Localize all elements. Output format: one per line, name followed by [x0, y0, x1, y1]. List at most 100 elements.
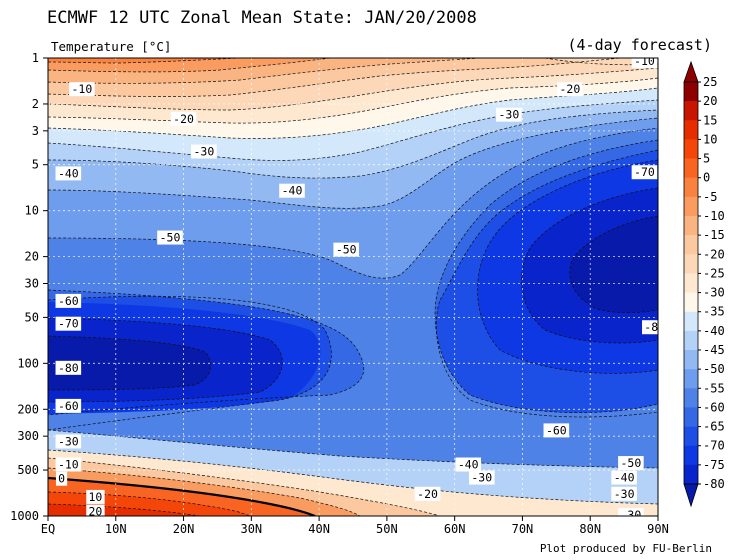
colorbar-label: 10 — [703, 132, 717, 146]
contour-label: -30 — [191, 144, 217, 159]
contour-label: -50 — [333, 242, 360, 257]
colorbar-label: -40 — [703, 324, 725, 338]
colorbar-segment — [684, 350, 698, 370]
colorbar-segment — [684, 445, 698, 466]
y-tick-label: 500 — [17, 463, 39, 477]
colorbar-label: -65 — [703, 420, 725, 434]
contour-label-box — [55, 434, 82, 449]
colorbar-label: -60 — [703, 400, 725, 414]
y-tick-label: 100 — [17, 356, 39, 370]
contour-label-text: -80 — [58, 361, 79, 375]
contour-label: -30 — [611, 486, 637, 501]
contour-label-text: -40 — [58, 166, 79, 180]
contour-label-text: -50 — [336, 243, 357, 257]
contour-label-text: -10 — [634, 54, 655, 68]
contour-label-box — [69, 82, 95, 97]
colorbar-segment — [684, 464, 698, 485]
colorbar-segment — [684, 82, 698, 102]
contour-label-box — [557, 82, 583, 97]
contour-label: -50 — [618, 456, 644, 471]
contour-label: -70 — [55, 316, 82, 331]
contour-label-text: -10 — [58, 458, 79, 472]
contour-label: -60 — [55, 398, 82, 413]
contour-label-text: 0 — [58, 472, 65, 486]
x-tick-label: 10N — [105, 522, 127, 536]
contour-label-text: -40 — [458, 458, 479, 472]
contour-label-box — [455, 457, 482, 472]
x-tick-label: 40N — [308, 522, 330, 536]
colorbar-label: -75 — [703, 458, 725, 472]
quantity-label: Temperature [°C] — [51, 39, 171, 54]
plot-area: -10-10 -20-20 -30-30-40-40-70-50-50-60-70-… — [48, 54, 658, 522]
contour-label-text: -30 — [498, 108, 519, 122]
y-tick-label: 1000 — [10, 509, 39, 523]
contour-label: -40 — [611, 470, 637, 485]
contour-label-text: -40 — [614, 471, 635, 485]
contour-label-box — [543, 423, 570, 438]
band-lower-20 — [48, 504, 200, 516]
colorbar-label: -5 — [703, 190, 717, 204]
x-tick-label: 90N — [647, 522, 669, 536]
contour-label: -10 — [55, 457, 82, 472]
contour-label-text: -20 — [559, 82, 580, 96]
x-tick-label: 30N — [240, 522, 262, 536]
colorbar-label: 5 — [703, 152, 710, 166]
contour-label: 0 — [55, 471, 68, 486]
contour-label: -20 — [557, 82, 583, 97]
colorbar-label: -20 — [703, 247, 725, 261]
contour-label: -30 — [55, 434, 82, 449]
colorbar-label: -30 — [703, 286, 725, 300]
colorbar-label: -45 — [703, 343, 725, 357]
colorbar-segment — [684, 426, 698, 447]
band-minus-0 — [48, 58, 240, 63]
colorbar-label: -55 — [703, 381, 725, 395]
forecast-label: (4-day forecast) — [568, 36, 713, 54]
contour-label-box — [496, 107, 522, 122]
contour-label-box — [86, 489, 105, 504]
colorbar-segment — [684, 139, 698, 159]
contour-label-text: -60 — [58, 399, 79, 413]
colorbar-segment — [684, 177, 698, 198]
y-axis: 1 2 3 5 10 20 30 50 100 200 300 500 1000 — [10, 51, 48, 523]
colorbar-segment — [684, 235, 698, 255]
contour-label-text: -30 — [620, 508, 641, 522]
band-polar-night-top — [545, 58, 658, 65]
x-axis: EQ 10N 20N 30N 40N 50N 60N 70N 80N 90N — [41, 516, 669, 536]
contour-label-text: -30 — [58, 434, 79, 448]
contour-label-text: 20 — [89, 505, 103, 519]
contour-label: -10 — [69, 82, 95, 97]
zero-degree-isotherm — [48, 476, 316, 516]
contour-label-text: -8 — [644, 320, 658, 334]
colorbar-segment — [684, 120, 698, 140]
contour-label-text: -40 — [282, 184, 303, 198]
contour-label-text: -30 — [614, 487, 635, 501]
x-tick-label: 80N — [579, 522, 601, 536]
chart-title: ECMWF 12 UTC Zonal Mean State: JAN/20/20… — [47, 8, 477, 28]
contour-label: -30 — [496, 107, 522, 122]
colorbar-segment — [684, 216, 698, 236]
colorbar-segment — [684, 369, 698, 389]
x-tick-label: 50N — [376, 522, 398, 536]
colorbar-label: -35 — [703, 305, 725, 319]
colorbar-label: 0 — [703, 171, 710, 185]
contour-label-box — [55, 457, 82, 472]
contour-label-text: -30 — [193, 145, 214, 159]
contour-label-box — [414, 486, 441, 501]
y-tick-label: 30 — [25, 277, 39, 291]
contour-label-box — [55, 166, 82, 181]
colorbar-label: 20 — [703, 94, 717, 108]
contour-label: 10 — [86, 489, 105, 504]
contour-label-text: -20 — [417, 487, 438, 501]
colorbar-segment — [684, 311, 698, 332]
x-tick-label: 20N — [173, 522, 195, 536]
contour-label: -40 — [455, 457, 482, 472]
contour-label-text: -50 — [160, 231, 181, 245]
contour-label-box — [631, 58, 658, 69]
colorbar-label: -80 — [703, 477, 725, 491]
y-tick-label: 200 — [17, 402, 39, 416]
contour-label-box — [86, 504, 105, 516]
y-tick-label: 1 — [32, 51, 39, 65]
contour-label-box — [55, 316, 82, 331]
y-tick-label: 2 — [32, 97, 39, 111]
